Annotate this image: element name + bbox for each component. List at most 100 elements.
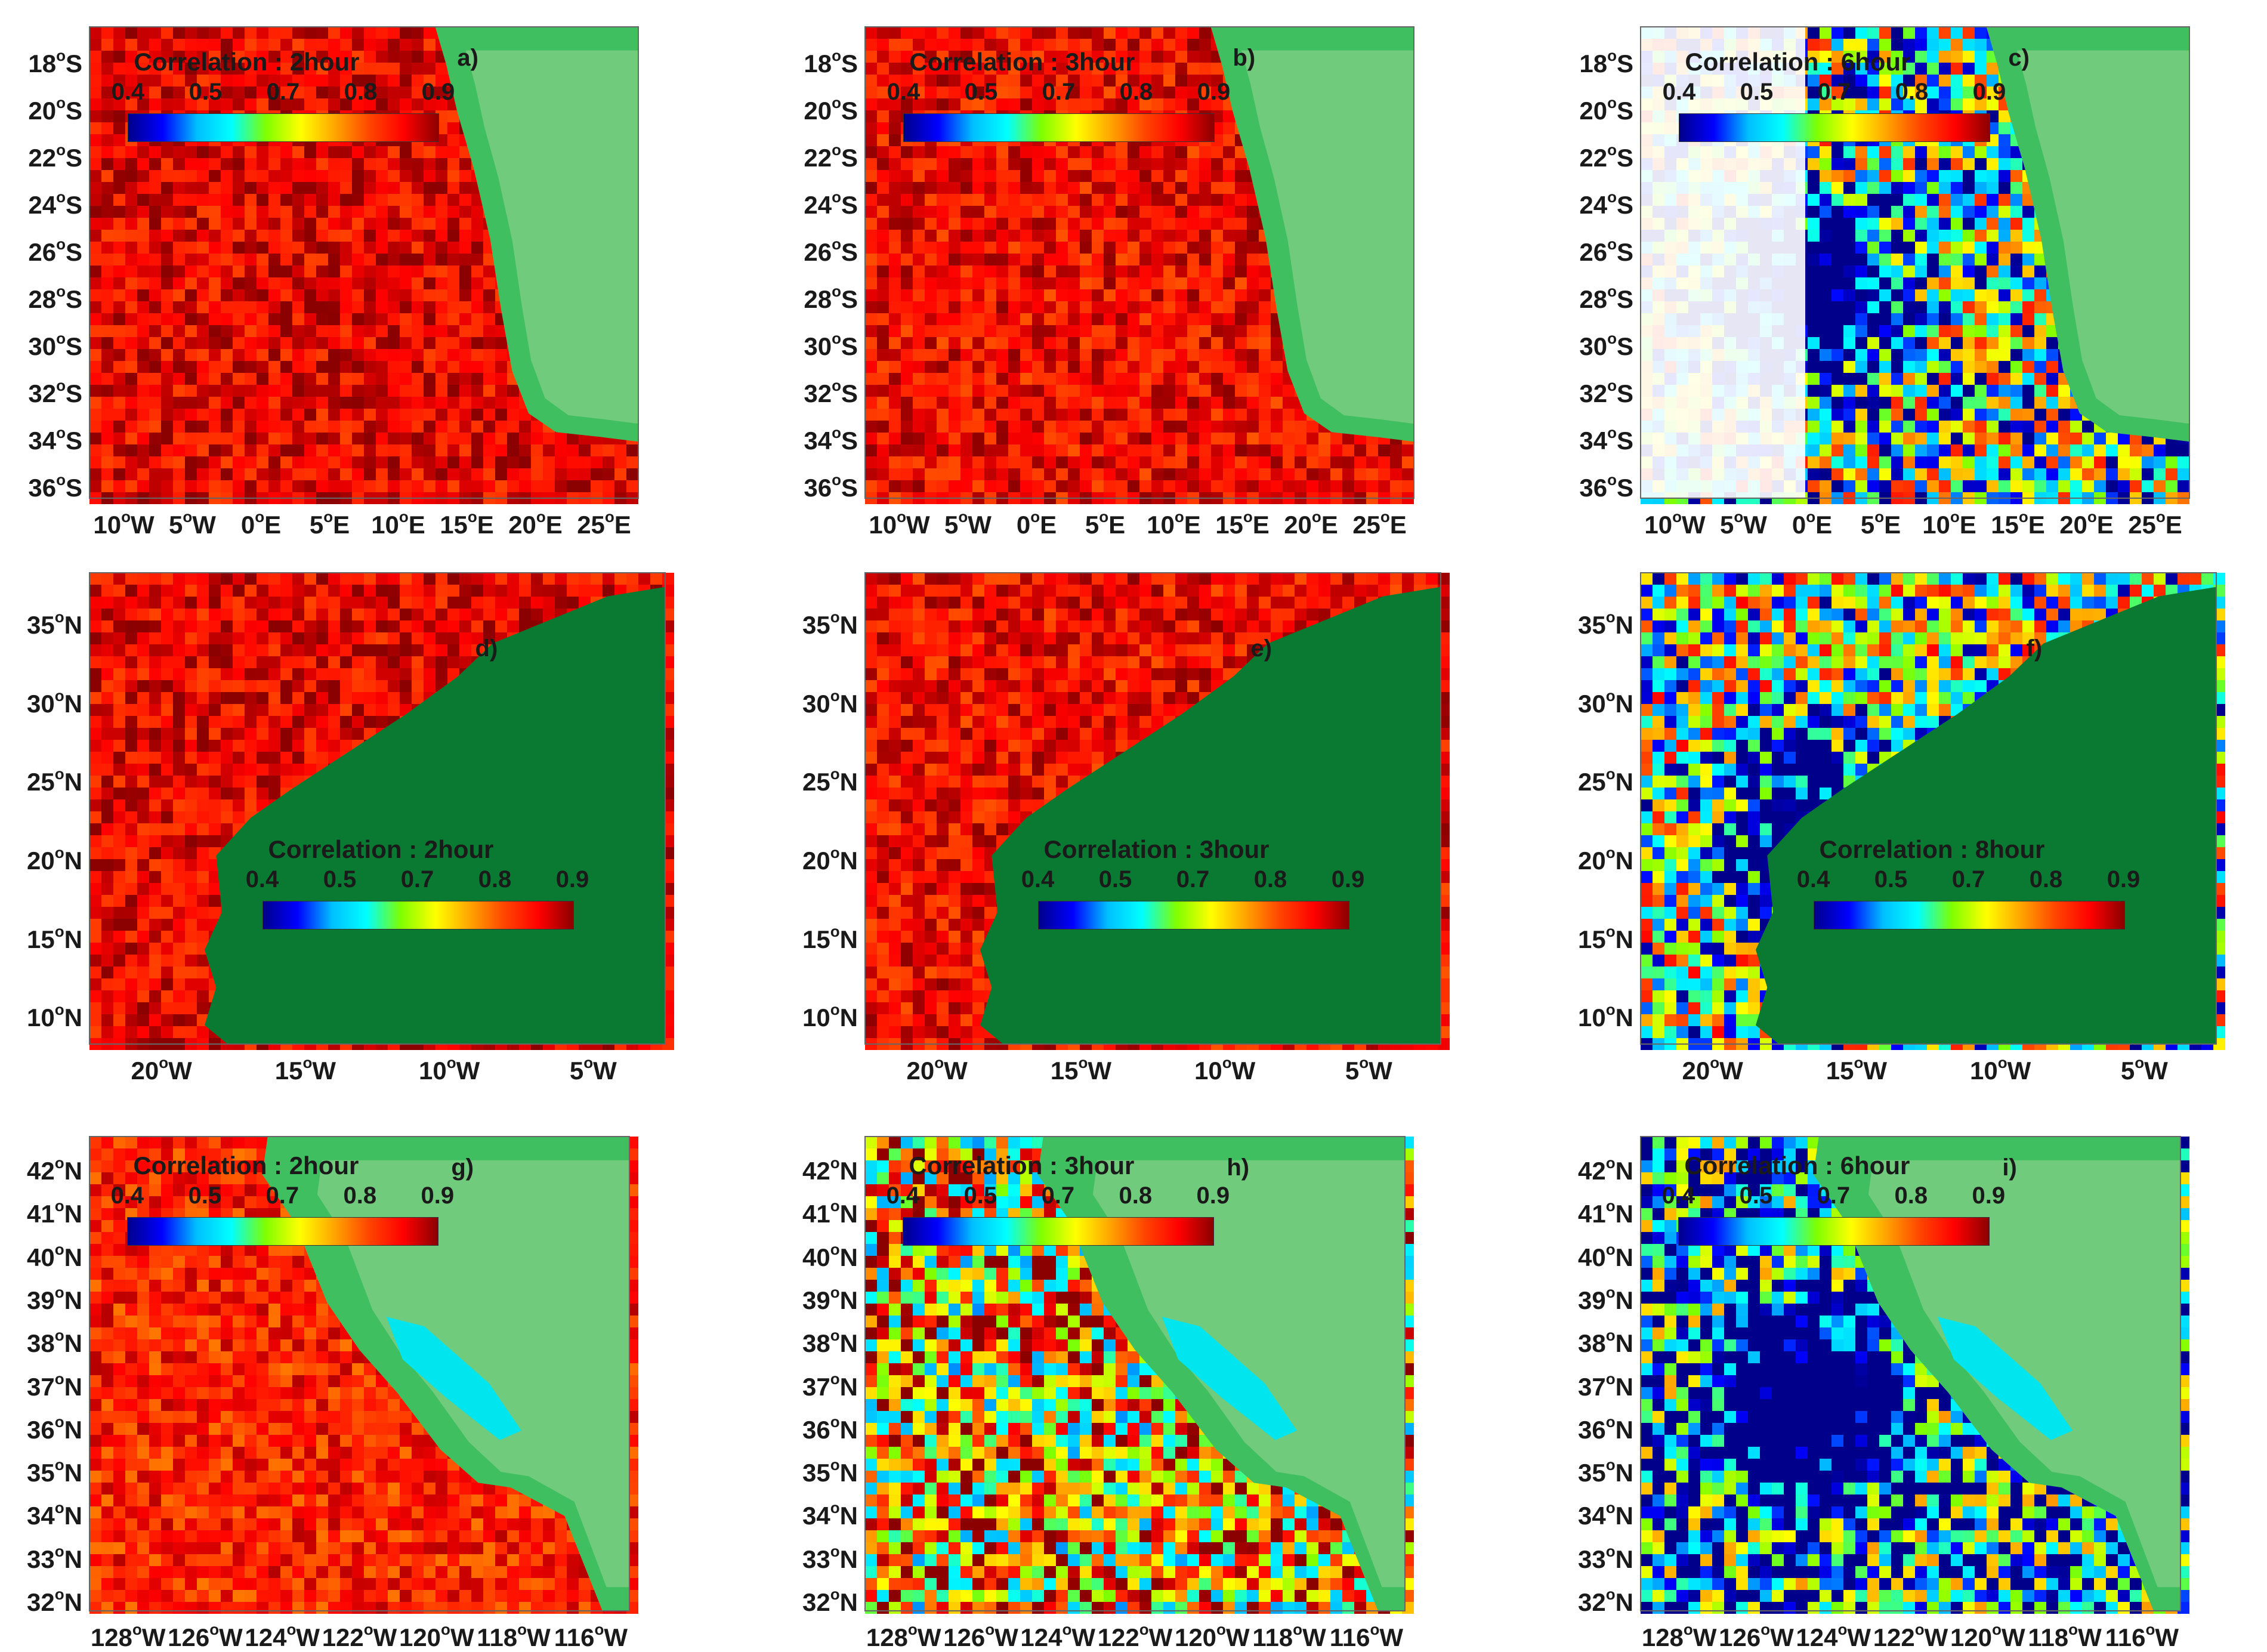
land-mass: [1756, 586, 2216, 1044]
colorbar: [262, 901, 574, 930]
latitude-tick-label: 22oS: [28, 140, 82, 172]
latitude-tick-label: 32oS: [1579, 376, 1633, 407]
colorbar-tick-label: 0.7: [400, 866, 434, 893]
colorbar-tick-label: 0.8: [1119, 1182, 1153, 1209]
panel-tag: a): [457, 45, 478, 71]
latitude-tick-label: 15oN: [802, 922, 858, 953]
latitude-tick-label: 38oN: [27, 1326, 82, 1358]
longitude-tick-label: 122oW: [1097, 1620, 1173, 1651]
colorbar-tick-label: 0.8: [1894, 1182, 1928, 1209]
colorbar: [903, 113, 1215, 142]
correlation-map: [89, 1136, 638, 1614]
colorbar-tick-label: 0.4: [887, 79, 921, 105]
highland-shading: [465, 50, 638, 424]
longitude-tick-label: 128oW: [90, 1620, 166, 1651]
longitude-tick-label: 120oW: [1950, 1620, 2025, 1651]
longitude-tick-label: 126oW: [1719, 1620, 1794, 1651]
colorbar-tick-label: 0.4: [111, 79, 145, 105]
latitude-tick-label: 20oN: [1578, 843, 1633, 875]
latitude-tick-label: 15oN: [27, 922, 82, 953]
colorbar-tick-label: 0.4: [1796, 866, 1830, 893]
panel-tag: c): [2008, 45, 2030, 71]
latitude-tick-label: 36oS: [804, 470, 858, 502]
longitude-tick-label: 25oE: [1352, 508, 1407, 539]
longitude-tick-label: 5oW: [1720, 508, 1767, 539]
map-panel-b: 18oS 20oS 22oS 24oS 26oS 28oS 30oS 32oS 34oS 36oS…: [804, 26, 1414, 538]
latitude-tick-label: 39oN: [1578, 1283, 1633, 1314]
longitude-tick-label: 10oE: [1147, 508, 1201, 539]
latitude-tick-label: 39oN: [802, 1283, 858, 1314]
longitude-tick-label: 10oE: [1922, 508, 1976, 539]
longitude-tick-label: 15oE: [440, 508, 494, 539]
colorbar: [1037, 901, 1349, 930]
colorbar-tick-label: 0.9: [2107, 866, 2141, 893]
latitude-tick-label: 33oN: [1578, 1542, 1633, 1573]
map-frame: [864, 26, 1414, 499]
latitude-tick-label: 40oN: [1578, 1240, 1633, 1271]
colorbar-tick-label: 0.5: [1098, 866, 1132, 893]
longitude-tick-label: 20oE: [1284, 508, 1338, 539]
latitude-tick-label: 35oN: [1578, 607, 1633, 639]
longitude-tick-label: 122oW: [1873, 1620, 1948, 1651]
latitude-tick-label: 34oS: [1579, 423, 1633, 455]
longitude-tick-label: 118oW: [1252, 1620, 1326, 1651]
longitude-tick-label: 15oE: [1991, 508, 2045, 539]
longitude-tick-label: 5oW: [944, 508, 992, 539]
latitude-tick-label: 20oN: [27, 843, 82, 875]
latitude-tick-label: 30oS: [28, 329, 82, 360]
colorbar-tick-label: 0.8: [2029, 866, 2063, 893]
longitude-tick-label: 5oW: [1345, 1054, 1392, 1085]
colorbar-tick-label: 0.9: [421, 1182, 455, 1209]
longitude-tick-label: 10oW: [1644, 508, 1706, 539]
latitude-tick-label: 20oS: [804, 93, 858, 125]
correlation-map: [1640, 26, 2190, 504]
land-mass: [205, 586, 665, 1044]
colorbar-tick-label: 0.7: [1041, 1182, 1075, 1209]
longitude-tick-label: 5oE: [1860, 508, 1901, 539]
colorbar-title: Correlation : 6hour: [1685, 48, 1911, 76]
colorbar-tick-label: 0.8: [1895, 79, 1929, 105]
longitude-tick-label: 128oW: [866, 1620, 941, 1651]
colorbar-tick-label: 0.7: [1817, 1182, 1851, 1209]
latitude-tick-label: 32oN: [27, 1585, 82, 1616]
panel-tag: g): [451, 1154, 474, 1181]
colorbar-tick-label: 0.9: [1197, 79, 1231, 105]
colorbar-tick-label: 0.5: [1739, 1182, 1773, 1209]
latitude-tick-label: 32oS: [28, 376, 82, 407]
longitude-tick-label: 20oE: [508, 508, 563, 539]
panel-tag: h): [1227, 1154, 1250, 1181]
longitude-tick-label: 0oE: [1016, 508, 1057, 539]
colorbar-title: Correlation : 3hour: [909, 48, 1135, 76]
colorbar-tick-label: 0.9: [1331, 866, 1365, 893]
colorbar-tick-label: 0.8: [1119, 79, 1153, 105]
latitude-tick-label: 20oS: [28, 93, 82, 125]
colorbar-title: Correlation : 6hour: [1684, 1151, 1910, 1179]
latitude-tick-label: 28oS: [1579, 282, 1633, 313]
colorbar-tick-label: 0.4: [110, 1182, 144, 1209]
longitude-tick-label: 15oW: [1826, 1054, 1887, 1085]
colorbar-tick-label: 0.4: [245, 866, 279, 893]
land-mass: [980, 586, 1441, 1044]
colorbar-tick-label: 0.8: [343, 1182, 377, 1209]
longitude-tick-label: 116oW: [2105, 1620, 2179, 1651]
latitude-tick-label: 33oN: [27, 1542, 82, 1573]
longitude-tick-label: 15oW: [274, 1054, 336, 1085]
latitude-tick-label: 20oS: [1579, 93, 1633, 125]
map-frame: [1640, 26, 2190, 499]
longitude-tick-label: 20oW: [131, 1054, 192, 1085]
colorbar-tick-label: 0.7: [1042, 79, 1076, 105]
longitude-tick-label: 0oE: [240, 508, 282, 539]
latitude-tick-label: 20oN: [802, 843, 858, 875]
panel-tag: b): [1233, 45, 1256, 71]
map-frame: [1640, 1136, 2181, 1611]
colorbar-tick-label: 0.9: [1972, 1182, 2006, 1209]
latitude-tick-label: 41oN: [802, 1197, 858, 1228]
correlation-map: [1640, 572, 2225, 1050]
inland-water: [386, 1317, 521, 1440]
longitude-tick-label: 20oW: [906, 1054, 968, 1085]
latitude-tick-label: 41oN: [27, 1197, 82, 1228]
land-mass: [1986, 27, 2189, 442]
correlation-map: [864, 572, 1450, 1050]
land-mass: [435, 27, 638, 442]
latitude-tick-label: 24oS: [1579, 187, 1633, 219]
